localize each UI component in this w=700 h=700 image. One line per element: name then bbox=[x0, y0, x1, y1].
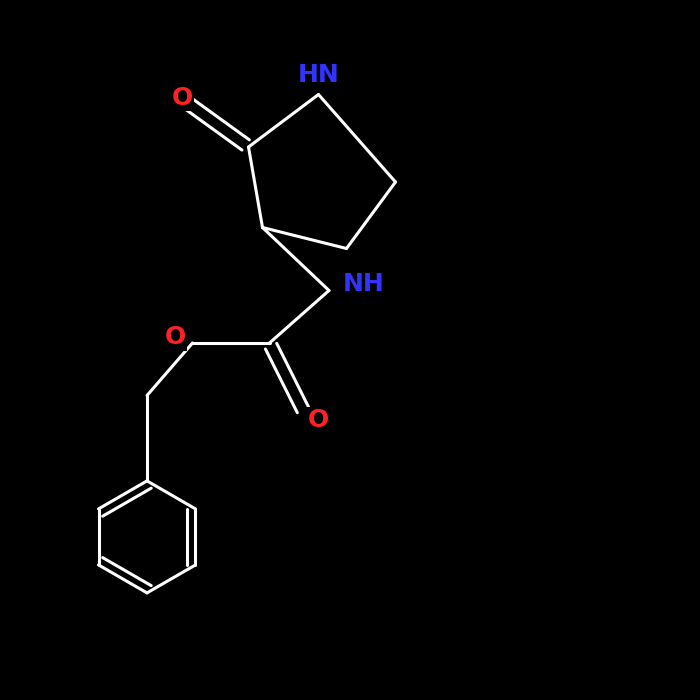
Text: O: O bbox=[164, 326, 186, 349]
Text: HN: HN bbox=[298, 63, 340, 87]
Text: O: O bbox=[308, 408, 329, 432]
Text: O: O bbox=[172, 86, 193, 110]
Text: NH: NH bbox=[343, 272, 385, 295]
